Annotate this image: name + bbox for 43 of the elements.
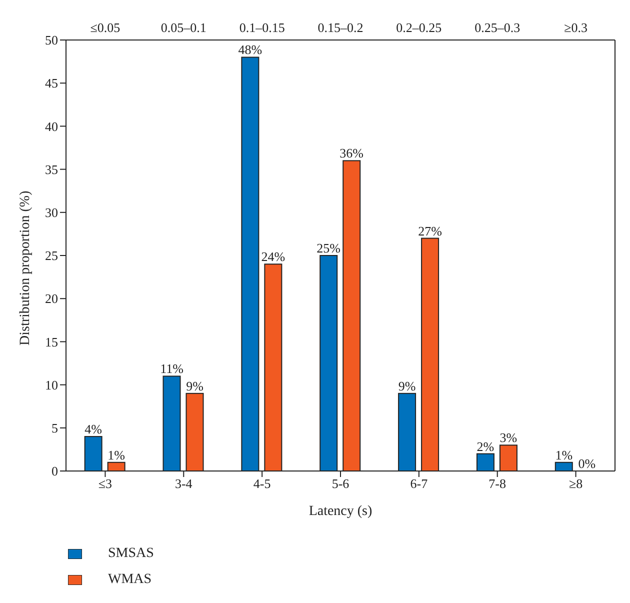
x-tick-label: 5-6 <box>332 476 350 492</box>
text: 0.1–0.15 <box>239 20 285 35</box>
text: ≤0.05 <box>90 20 120 35</box>
x-tick-label: 3-4 <box>174 476 193 492</box>
y-tick-label: 50 <box>45 32 58 48</box>
data-label: 36% <box>340 146 364 161</box>
data-label: 2% <box>476 438 494 454</box>
text: 0.2–0.25 <box>396 20 442 35</box>
y-axis-title: Distribution proportion (%) <box>18 190 33 346</box>
x-tick-label: ≤3 <box>98 476 112 492</box>
text: ≥0.3 <box>564 20 588 35</box>
legend-label: WMAS <box>108 572 152 588</box>
data-label: 0% <box>578 456 596 471</box>
y-tick-label: 40 <box>45 118 58 134</box>
data-label: 1% <box>555 447 573 462</box>
y-tick-label: 15 <box>45 334 58 350</box>
text: 0.15–0.2 <box>318 20 364 35</box>
x-tick-label: ≥8 <box>568 476 583 492</box>
y-tick-label: 45 <box>45 76 58 91</box>
data-label: 24% <box>261 249 286 264</box>
data-label: 48% <box>238 42 262 58</box>
x-tick-label: 7-8 <box>488 476 506 492</box>
data-label: 25% <box>316 240 341 256</box>
y-tick-label: 5 <box>52 420 58 436</box>
data-label: 1% <box>108 447 126 462</box>
y-tick-label: 30 <box>45 205 58 220</box>
data-label: 27% <box>418 223 442 238</box>
y-tick-label: 10 <box>45 377 58 392</box>
y-tick-label: 0 <box>52 464 58 479</box>
data-label: 4% <box>84 422 102 437</box>
data-label: 9% <box>398 378 416 394</box>
legend-label: SMSAS <box>108 546 154 562</box>
text: 0.05–0.1 <box>160 20 206 35</box>
y-tick-label: 25 <box>45 248 58 264</box>
text: 0.25–0.3 <box>474 20 520 35</box>
data-label: 9% <box>186 378 204 394</box>
data-label: 11% <box>160 361 184 376</box>
y-tick-label: 35 <box>45 162 58 177</box>
y-tick-label: 20 <box>45 291 58 306</box>
data-label: 3% <box>500 430 518 446</box>
x-tick-label: 6-7 <box>410 476 428 492</box>
x-tick-label: 4-5 <box>253 476 271 492</box>
x-axis-title: Latency (s) <box>308 504 373 519</box>
